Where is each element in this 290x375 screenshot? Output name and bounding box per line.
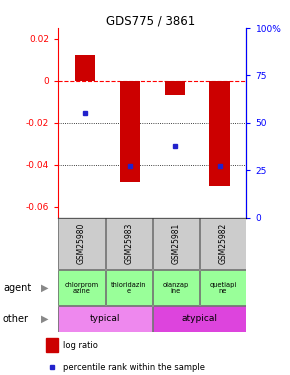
- Text: GSM25981: GSM25981: [171, 223, 180, 264]
- Text: agent: agent: [3, 283, 31, 293]
- Text: typical: typical: [90, 314, 120, 323]
- Bar: [165, 81, 185, 96]
- Bar: [75, 56, 95, 81]
- Bar: [209, 81, 230, 186]
- Text: percentile rank within the sample: percentile rank within the sample: [63, 363, 205, 372]
- Text: quetiapi
ne: quetiapi ne: [209, 282, 237, 294]
- Text: GDS775 / 3861: GDS775 / 3861: [106, 15, 195, 28]
- Text: chlorprom
azine: chlorprom azine: [64, 282, 99, 294]
- Bar: [153, 270, 199, 305]
- Text: ▶: ▶: [41, 314, 49, 324]
- Bar: [153, 306, 246, 332]
- Bar: [153, 218, 199, 270]
- Text: olanzap
ine: olanzap ine: [163, 282, 189, 294]
- Bar: [59, 270, 105, 305]
- Text: log ratio: log ratio: [63, 341, 98, 350]
- Bar: [59, 218, 105, 270]
- Text: GSM25983: GSM25983: [124, 223, 133, 264]
- Bar: [106, 270, 152, 305]
- Bar: [200, 218, 246, 270]
- Text: thioridazin
e: thioridazin e: [111, 282, 146, 294]
- Bar: [120, 81, 140, 182]
- Text: atypical: atypical: [181, 314, 218, 323]
- Text: other: other: [3, 314, 29, 324]
- Text: GSM25982: GSM25982: [218, 223, 227, 264]
- Bar: [106, 218, 152, 270]
- Text: GSM25980: GSM25980: [77, 223, 86, 264]
- Bar: [59, 306, 152, 332]
- Bar: [200, 270, 246, 305]
- Bar: [46, 338, 58, 352]
- Text: ▶: ▶: [41, 283, 49, 293]
